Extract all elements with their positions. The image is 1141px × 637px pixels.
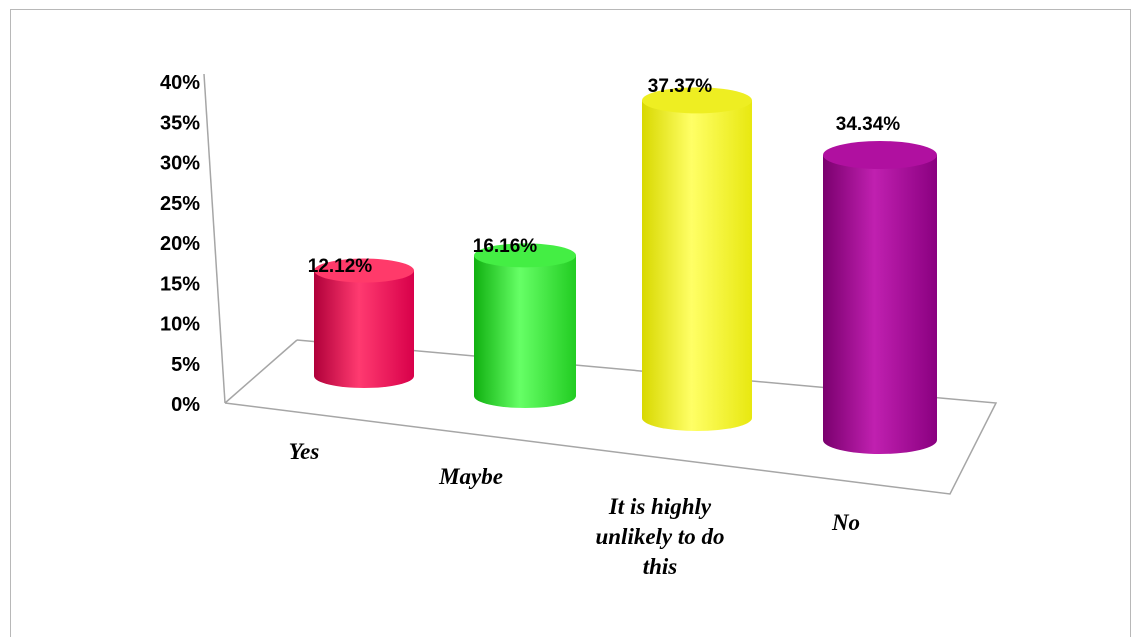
data-label: 34.34% [836,114,901,135]
bar-top [642,87,752,114]
bar-body [314,270,414,388]
category-label: Yes [289,439,320,464]
y-tick-labels: 0% 5% 10% 15% 20% 25% 30% 35% 40% [160,72,200,416]
y-tick-label: 35% [160,112,200,134]
y-axis-line [203,73,226,404]
bars [314,87,937,454]
category-label: No [831,510,860,535]
bar-body [642,100,752,431]
bar-top [314,258,414,283]
bar-body [823,154,937,454]
data-label: 16.16% [473,236,538,257]
data-label: 37.37% [648,76,713,97]
y-tick-label: 10% [160,314,200,336]
y-tick-label: 40% [160,72,200,94]
bar-body [474,255,576,408]
bar-3 [642,87,752,431]
bar-top [823,140,937,169]
back-wall-edge [224,339,298,404]
y-tick-label: 5% [171,354,200,376]
y-tick-label: 0% [171,394,200,416]
category-label: It is highly unlikely to do this [595,494,724,579]
chart-frame [10,9,1131,637]
data-labels: 12.12% 16.16% 37.37% 34.34% [308,76,901,277]
y-tick-label: 25% [160,193,200,215]
bar-top [474,243,576,268]
bar-1 [314,258,414,388]
category-labels: Yes Maybe It is highly unlikely to do this No [289,439,860,579]
category-label: Maybe [438,464,503,489]
y-tick-label: 20% [160,233,200,255]
y-tick-label: 30% [160,153,200,175]
bar-4 [823,140,937,454]
bar-2 [474,243,576,408]
y-tick-label: 15% [160,273,200,295]
data-label: 12.12% [308,256,373,277]
